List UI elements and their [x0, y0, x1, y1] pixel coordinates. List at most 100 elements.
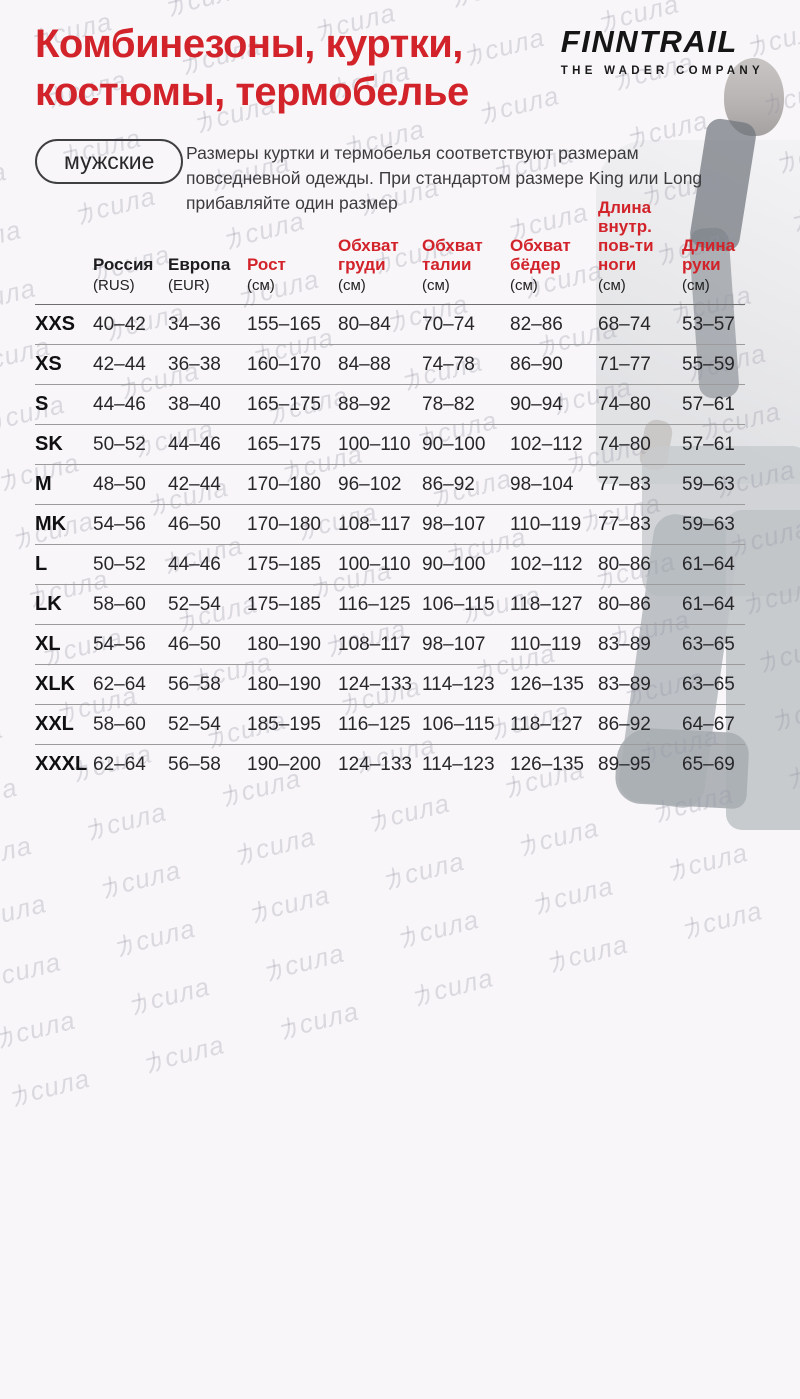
size-cell: 114–123 [422, 753, 495, 775]
size-cell: 83–89 [598, 664, 682, 706]
size-cell: 114–123 [422, 664, 510, 706]
size-label: S [35, 384, 93, 426]
watermark-text: сила [380, 838, 469, 902]
size-cell: 77–83 [598, 504, 682, 546]
size-cell: 108–117 [338, 504, 422, 546]
watermark-text: сила [97, 847, 186, 911]
watermark-text: сила [111, 905, 200, 969]
size-cell: 58–60 [93, 704, 168, 746]
watermark-text: сила [0, 946, 64, 991]
size-cell: 88–92 [338, 384, 422, 426]
size-cell: 74–80 [598, 424, 682, 466]
size-label: LK [35, 584, 93, 626]
size-cell: 116–125 [338, 584, 422, 626]
size-cell: 80–84 [338, 304, 422, 346]
size-cell: 54–56 [93, 504, 168, 546]
size-cell: 59–63 [682, 464, 745, 506]
size-cell: 165–175 [247, 384, 338, 426]
size-note-line1: Размеры куртки и термобелья соответствую… [186, 143, 639, 188]
table-row: XLK 62–64 56–58 180–190 124–133 114–123 126–13… [35, 664, 745, 706]
size-cell: 59–63 [682, 504, 745, 546]
size-cell: 36–38 [168, 344, 247, 386]
table-row: XS 42–44 36–38 160–170 84–88 74–78 86–90 71–77 5… [35, 344, 745, 386]
size-label: XXS [35, 304, 93, 346]
size-cell: 110–119 [510, 624, 598, 666]
size-label: XXXL [35, 753, 88, 776]
size-cell: 68–74 [598, 304, 682, 346]
column-header: Европа (EUR) [168, 198, 247, 306]
watermark-text: сила [663, 829, 752, 893]
page-title: Комбинезоны, куртки, костюмы, термобелье [35, 20, 469, 116]
size-cell: 185–195 [247, 704, 338, 746]
table-row: XXL 58–60 52–54 185–195 116–125 106–115 118–12… [35, 704, 745, 746]
size-cell: 74–80 [598, 384, 682, 426]
size-cell: 90–100 [422, 424, 510, 466]
watermark-text: сила [409, 954, 498, 1018]
page-title-line1: Комбинезоны, куртки, [35, 22, 463, 66]
column-header: Рост (см) [247, 198, 338, 306]
size-cell: 180–190 [247, 664, 338, 706]
size-cell: 108–117 [338, 624, 422, 666]
column-header: Обхват талии (см) [422, 198, 510, 306]
size-cell: 110–119 [510, 504, 598, 546]
size-cell: 52–54 [168, 704, 247, 746]
column-header: Обхват груди (см) [338, 198, 422, 306]
size-cell: 100–110 [338, 544, 422, 586]
size-cell: 58–60 [93, 584, 168, 626]
size-table: Россия (RUS) Европа (EUR) Рост (см) Обхват гру… [35, 198, 745, 785]
size-cell: 82–86 [510, 304, 598, 346]
size-cell: 40–42 [93, 304, 168, 346]
table-row: XXS 40–42 34–36 155–165 80–84 70–74 82–86 68–74… [35, 304, 745, 346]
size-cell: 62–64 [93, 664, 168, 706]
size-cell: 44–46 [168, 424, 247, 466]
size-cell: 170–180 [247, 504, 338, 546]
column-header: Длина руки (см) [682, 198, 745, 306]
size-cell: 116–125 [338, 704, 422, 746]
size-label: L [35, 544, 93, 586]
watermark-text: сила [126, 963, 215, 1027]
size-cell: 61–64 [682, 584, 745, 626]
size-cell: 118–127 [510, 704, 598, 746]
page-title-line2: костюмы, термобелье [35, 70, 469, 114]
column-header: Длина внутр. пов-ти ноги (см) [598, 198, 682, 306]
size-label: XLK [35, 664, 93, 706]
size-cell: 55–59 [682, 344, 745, 386]
table-row: MK 54–56 46–50 170–180 108–117 98–107 110–119 7… [35, 504, 745, 546]
size-cell: 57–61 [682, 384, 745, 426]
watermark-text: сила [140, 1022, 229, 1086]
size-label: M [35, 464, 93, 506]
size-cell: 50–52 [93, 424, 168, 466]
size-cell: 124–133 [338, 664, 422, 706]
watermark-text: сила [395, 896, 484, 960]
header-row: Россия (RUS) Европа (EUR) Рост (см) Обхват гру… [35, 198, 745, 306]
size-cell: 71–77 [598, 344, 682, 386]
size-cell: 46–50 [168, 624, 247, 666]
finntrail-logo: FINNTRAIL THE WADER COMPANY [561, 24, 764, 77]
size-cell: 83–89 [598, 624, 682, 666]
watermark-text: сила [260, 930, 349, 994]
size-cell: 98–104 [510, 464, 598, 506]
watermark-text: сила [0, 997, 80, 1061]
size-cell: 86–92 [598, 704, 682, 746]
size-cell: 78–82 [422, 384, 510, 426]
size-cell: 64–67 [682, 704, 745, 746]
size-cell: 65–69 [682, 753, 735, 775]
size-label: XXL [35, 704, 93, 746]
size-cell: 155–165 [247, 304, 338, 346]
size-cell: 124–133 [338, 753, 412, 775]
gender-badge: мужские [35, 139, 184, 184]
size-column-corner [35, 198, 93, 306]
size-cell: 84–88 [338, 344, 422, 386]
watermark-text: сила [0, 888, 50, 932]
watermark-text: сила [275, 988, 364, 1052]
size-cell: 106–115 [422, 704, 510, 746]
size-cell: 54–56 [93, 624, 168, 666]
size-cell: 89–95 [598, 753, 651, 775]
size-label: XS [35, 344, 93, 386]
size-cell: 165–175 [247, 424, 338, 466]
column-header: Россия (RUS) [93, 198, 168, 306]
watermark-text: сила [231, 813, 320, 877]
size-cell: 126–135 [510, 664, 598, 706]
size-cell: 96–102 [338, 464, 422, 506]
size-label: MK [35, 504, 93, 546]
